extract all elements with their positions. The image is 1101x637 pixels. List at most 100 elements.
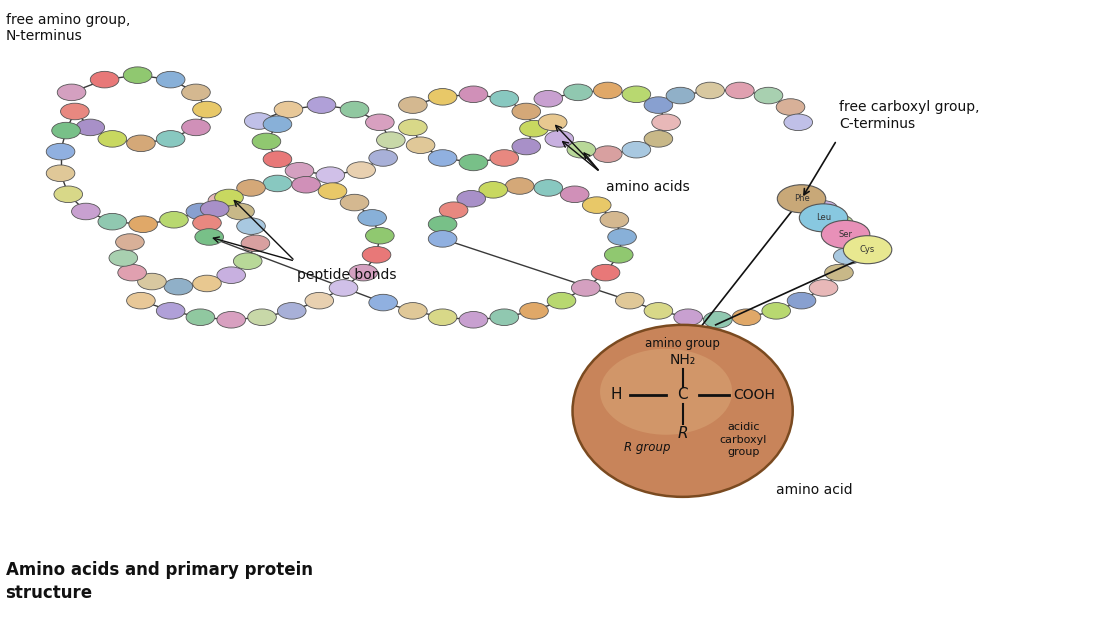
Circle shape [285,162,314,179]
Circle shape [600,211,629,228]
Circle shape [809,280,838,296]
Text: COOH: COOH [733,388,775,402]
Text: Ser: Ser [839,230,852,239]
Circle shape [399,303,427,319]
Circle shape [248,309,276,326]
Circle shape [369,294,397,311]
Text: C: C [677,387,688,403]
Circle shape [459,311,488,328]
Circle shape [825,215,853,231]
Circle shape [244,113,273,129]
Circle shape [459,86,488,103]
Text: amino acids: amino acids [606,180,689,194]
Circle shape [459,154,488,171]
Circle shape [547,292,576,309]
Text: amino group: amino group [645,338,720,350]
Circle shape [762,303,791,319]
Text: Cys: Cys [860,245,875,254]
Circle shape [233,253,262,269]
Circle shape [821,220,870,248]
Circle shape [340,101,369,118]
Circle shape [399,119,427,136]
Circle shape [215,189,243,206]
Circle shape [358,210,386,226]
Circle shape [784,114,813,131]
Circle shape [116,234,144,250]
Circle shape [582,197,611,213]
Circle shape [593,146,622,162]
Circle shape [237,180,265,196]
Circle shape [520,120,548,137]
Circle shape [305,292,334,309]
Circle shape [193,101,221,118]
Circle shape [46,165,75,182]
Circle shape [252,133,281,150]
Circle shape [307,97,336,113]
Circle shape [534,180,563,196]
Circle shape [195,229,224,245]
Circle shape [366,114,394,131]
Circle shape [72,203,100,220]
Circle shape [57,84,86,101]
Text: free amino group,
N-terminus: free amino group, N-terminus [6,13,130,43]
Circle shape [217,311,246,328]
Circle shape [622,141,651,158]
Circle shape [593,82,622,99]
Circle shape [726,82,754,99]
Circle shape [512,103,541,120]
Circle shape [369,150,397,166]
Text: Amino acids and primary protein
structure: Amino acids and primary protein structur… [6,561,313,602]
Circle shape [428,89,457,105]
Circle shape [787,190,816,207]
Circle shape [127,135,155,152]
Circle shape [182,84,210,101]
Circle shape [109,250,138,266]
Circle shape [564,84,592,101]
Circle shape [406,137,435,154]
Circle shape [799,204,848,232]
Circle shape [277,303,306,319]
Circle shape [505,178,534,194]
Circle shape [428,216,457,233]
Circle shape [263,116,292,132]
Circle shape [156,303,185,319]
Circle shape [90,71,119,88]
Circle shape [237,218,265,234]
Circle shape [186,203,215,220]
Circle shape [520,303,548,319]
Circle shape [560,186,589,203]
Circle shape [263,151,292,168]
Circle shape [186,309,215,326]
Circle shape [777,185,826,213]
Circle shape [512,138,541,155]
Circle shape [263,175,292,192]
Text: free carboxyl group,
C-terminus: free carboxyl group, C-terminus [839,101,980,131]
Circle shape [274,101,303,118]
Circle shape [644,97,673,113]
Circle shape [809,201,838,217]
Circle shape [208,192,237,209]
Circle shape [591,264,620,281]
Text: amino acid: amino acid [776,483,853,497]
Circle shape [534,90,563,107]
Circle shape [538,114,567,131]
Circle shape [160,211,188,228]
Circle shape [754,87,783,104]
Circle shape [666,87,695,104]
Circle shape [399,97,427,113]
Circle shape [644,303,673,319]
Circle shape [825,264,853,281]
Circle shape [138,273,166,290]
Circle shape [674,309,702,326]
Circle shape [833,248,862,264]
Circle shape [362,247,391,263]
Circle shape [439,202,468,218]
Circle shape [98,213,127,230]
Text: acidic
carboxyl
group: acidic carboxyl group [719,422,767,457]
Circle shape [428,309,457,326]
Circle shape [226,203,254,220]
Circle shape [241,235,270,252]
Circle shape [457,190,486,207]
Ellipse shape [600,349,732,434]
Circle shape [329,280,358,296]
